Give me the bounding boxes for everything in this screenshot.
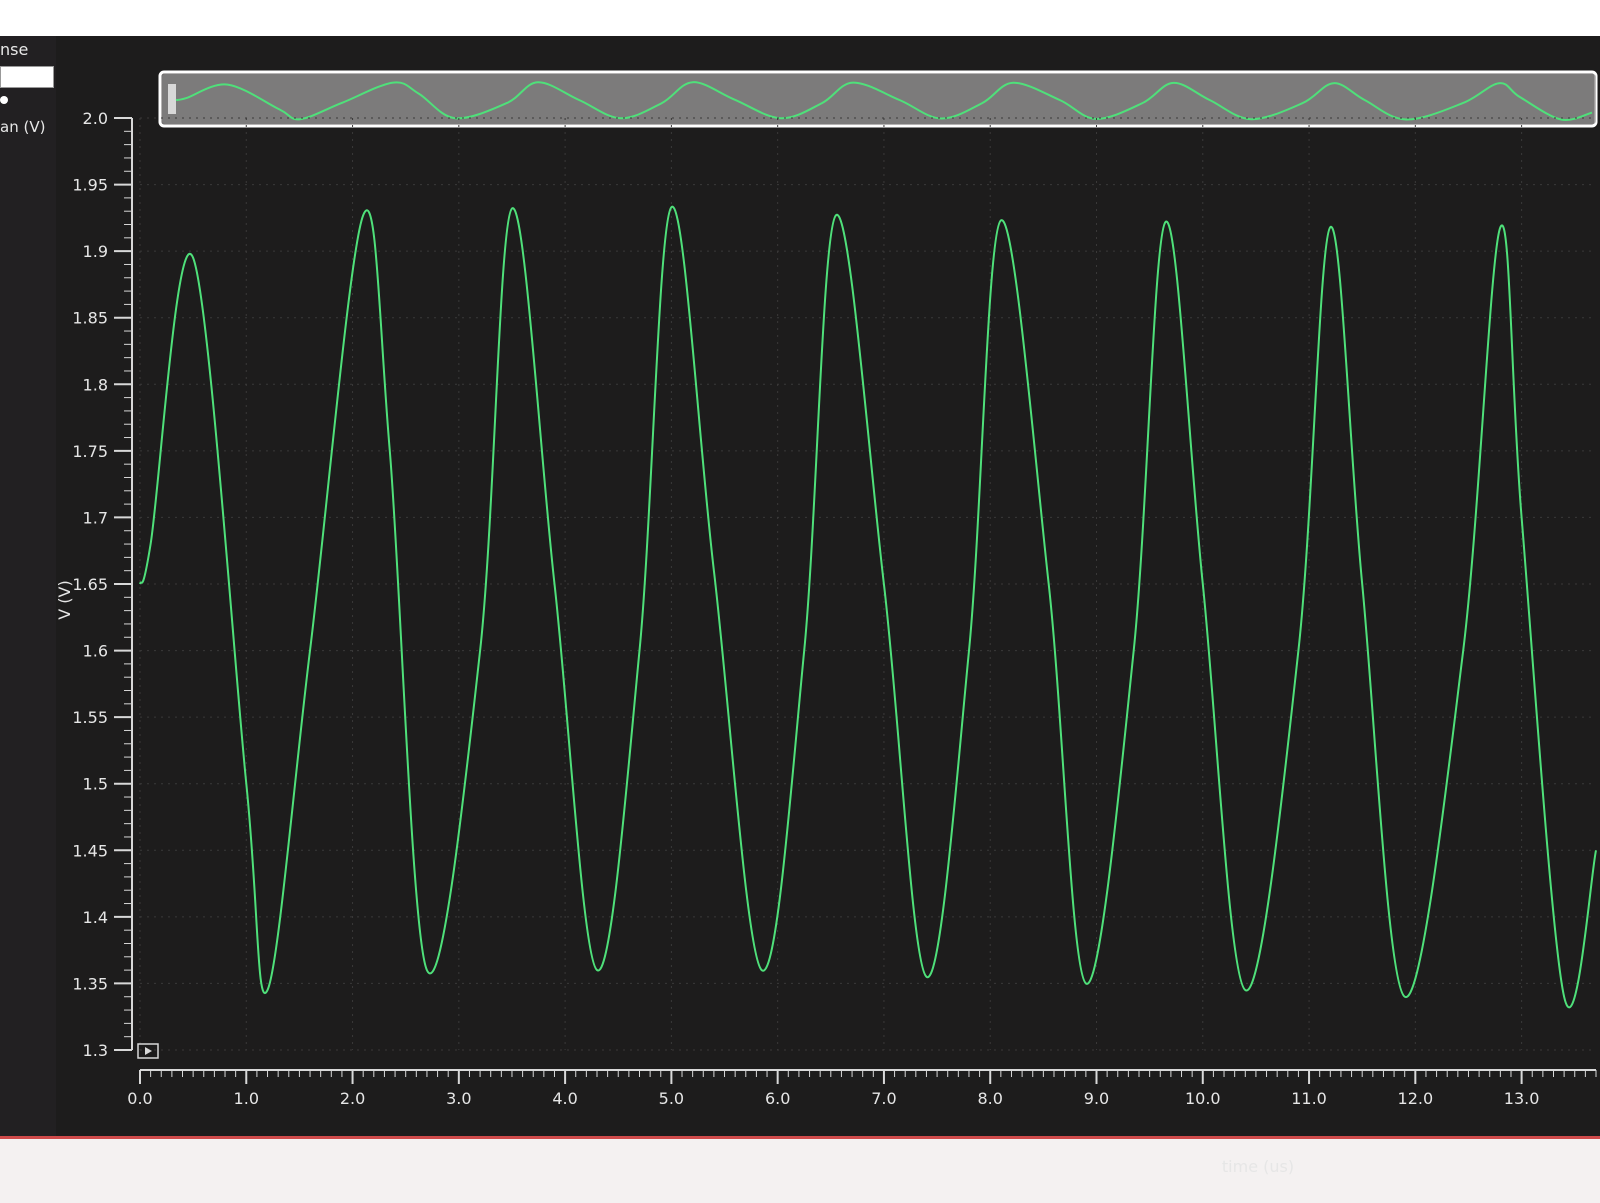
y-tick-label-2: 1.4 xyxy=(83,908,108,927)
y-tick-labels: 1.3 1.35 1.4 1.45 1.5 1.55 1.6 1.65 1.7 1.75 1.8 1.… xyxy=(72,109,108,1060)
x-tick-label-1: 1.0 xyxy=(234,1089,259,1108)
y-tick-label-7: 1.65 xyxy=(72,575,108,594)
y-tick-label-12: 1.9 xyxy=(83,242,108,261)
left-panel-input[interactable] xyxy=(0,66,54,88)
y-tick-label-4: 1.5 xyxy=(83,775,108,794)
y-tick-label-3: 1.45 xyxy=(72,841,108,860)
x-tick-label-11: 11.0 xyxy=(1291,1089,1327,1108)
x-tick-label-3: 3.0 xyxy=(446,1089,471,1108)
y-tick-label-0: 1.3 xyxy=(83,1041,108,1060)
y-tick-label-13: 1.95 xyxy=(72,176,108,195)
x-tick-label-5: 5.0 xyxy=(659,1089,684,1108)
plot-area xyxy=(56,36,1600,1136)
y-axis-title: V (V) xyxy=(55,580,74,619)
x-tick-label-4: 4.0 xyxy=(552,1089,577,1108)
overview-handle[interactable] xyxy=(168,84,176,114)
x-tick-label-10: 10.0 xyxy=(1185,1089,1221,1108)
overview-scroller[interactable] xyxy=(158,70,1598,128)
x-tick-label-0: 0.0 xyxy=(127,1089,152,1108)
overview-wave xyxy=(175,81,1593,121)
y-tick-label-10: 1.8 xyxy=(83,375,108,394)
y-minor-ticks xyxy=(124,117,132,1051)
y-tick-label-9: 1.75 xyxy=(72,442,108,461)
overview-thumb[interactable] xyxy=(162,74,1596,124)
x-major-ticks xyxy=(139,1070,1523,1084)
x-tick-label-9: 9.0 xyxy=(1084,1089,1109,1108)
series-line xyxy=(139,206,1597,1009)
y-tick-label-8: 1.7 xyxy=(83,508,108,527)
left-panel: nse an (V) xyxy=(0,36,56,1136)
grid xyxy=(139,117,1596,1051)
x-tick-labels: 0.0 1.0 2.0 3.0 4.0 5.0 6.0 7.0 8.0 9.0 10.0 11.0 12… xyxy=(127,1089,1539,1108)
x-axis: 0.0 1.0 2.0 3.0 4.0 5.0 6.0 7.0 8.0 9.0 10.0 11.0 12… xyxy=(127,1069,1597,1108)
y-tick-label-6: 1.6 xyxy=(83,642,108,661)
y-tick-label-1: 1.35 xyxy=(72,974,108,993)
y-tick-label-14: 2.0 xyxy=(83,109,108,128)
window-top-strip xyxy=(0,0,1600,36)
y-major-ticks xyxy=(114,117,132,1051)
x-minor-ticks xyxy=(139,1070,1597,1077)
x-tick-label-2: 2.0 xyxy=(340,1089,365,1108)
signal-dot xyxy=(0,96,8,104)
y-tick-label-5: 1.55 xyxy=(72,708,108,727)
play-icon[interactable] xyxy=(137,1043,159,1059)
status-bar xyxy=(0,1136,1600,1203)
x-tick-label-6: 6.0 xyxy=(765,1089,790,1108)
x-tick-label-12: 12.0 xyxy=(1398,1089,1434,1108)
x-tick-label-13: 13.0 xyxy=(1504,1089,1540,1108)
x-tick-label-7: 7.0 xyxy=(871,1089,896,1108)
y-tick-label-11: 1.85 xyxy=(72,309,108,328)
left-panel-title: nse xyxy=(0,40,29,59)
x-axis-title: time (us) xyxy=(1222,1157,1294,1176)
y-axis: 1.3 1.35 1.4 1.45 1.5 1.55 1.6 1.65 1.7 1.75 1.8 1.… xyxy=(72,109,133,1060)
x-tick-label-8: 8.0 xyxy=(977,1089,1002,1108)
signal-label[interactable]: an (V) xyxy=(0,118,46,136)
